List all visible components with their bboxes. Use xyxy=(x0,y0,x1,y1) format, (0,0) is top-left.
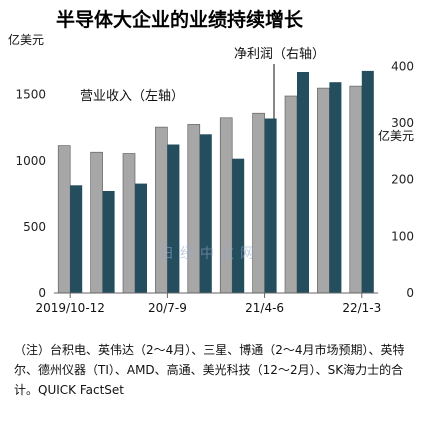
revenue-bar-8 xyxy=(317,87,330,294)
profit-bar-3 xyxy=(167,144,180,293)
left-axis-ticks: 0 500 1000 1500 xyxy=(15,88,46,300)
x-tick-label-3: 22/1-3 xyxy=(342,301,381,315)
profit-bar-9 xyxy=(361,70,374,294)
profit-bar-8 xyxy=(329,82,342,293)
revenue-bar-2 xyxy=(122,153,136,294)
profit-bar-1 xyxy=(102,191,115,293)
chart-title: 半导体大企业的业绩持续增长 xyxy=(56,8,304,31)
left-tick-label-0: 0 xyxy=(38,286,46,300)
profit-bar-7 xyxy=(297,72,309,293)
left-tick-label-2: 1000 xyxy=(15,154,46,168)
revenue-bar-6 xyxy=(252,112,265,294)
right-axis-unit: 亿美元 xyxy=(378,128,414,143)
profit-series-label: 净利润（右轴） xyxy=(234,47,325,62)
right-tick-label-4: 400 xyxy=(391,59,414,73)
x-tick-label-0: 2019/10-12 xyxy=(35,301,104,315)
profit-bar-4 xyxy=(199,134,212,293)
profit-bar-0 xyxy=(70,185,83,293)
left-tick-label-3: 1500 xyxy=(15,88,46,102)
left-tick-label-1: 500 xyxy=(23,220,46,234)
right-tick-label-3: 300 xyxy=(391,116,414,130)
revenue-bar-1 xyxy=(90,151,103,294)
revenue-bar-3 xyxy=(155,126,168,294)
bars-group xyxy=(57,70,374,294)
right-tick-label-1: 100 xyxy=(391,229,414,243)
watermark: 日经中文网 xyxy=(160,246,260,262)
x-tick-label-2: 21/4-6 xyxy=(245,301,284,315)
profit-bar-6 xyxy=(264,118,277,293)
right-tick-label-0: 0 xyxy=(406,286,414,300)
revenue-bar-5 xyxy=(219,117,233,294)
chart-svg: 半导体大企业的业绩持续增长 亿美元 亿美元 营业收入（左轴） 净利润（右轴） 0… xyxy=(8,8,414,315)
right-axis-ticks: 0 100 200 300 400 xyxy=(391,59,414,300)
footnote: （注）台积电、英伟达（2～4月）、三星、博通（2～4月市场预期）、英特尔、德州仪… xyxy=(14,343,405,397)
revenue-bar-9 xyxy=(349,85,363,294)
left-axis-unit: 亿美元 xyxy=(8,32,44,47)
profit-bar-5 xyxy=(232,158,245,293)
revenue-bar-4 xyxy=(187,124,201,294)
revenue-bar-0 xyxy=(57,145,71,294)
x-tick-label-1: 20/7-9 xyxy=(148,301,187,315)
right-tick-label-2: 200 xyxy=(391,173,414,187)
revenue-bar-7 xyxy=(284,95,298,294)
x-axis-ticks: 2019/10-12 20/7-9 21/4-6 22/1-3 xyxy=(35,293,381,315)
profit-bar-2 xyxy=(135,183,147,293)
revenue-series-label: 营业收入（左轴） xyxy=(80,89,184,104)
